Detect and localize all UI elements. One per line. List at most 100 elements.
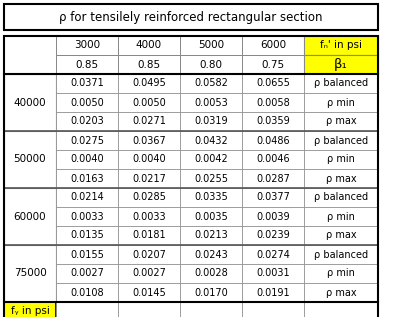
Text: 0.0170: 0.0170 <box>194 288 228 297</box>
Bar <box>180 207 242 226</box>
Text: 0.0027: 0.0027 <box>132 268 166 279</box>
Text: 0.80: 0.80 <box>200 60 222 69</box>
Text: ρ max: ρ max <box>326 173 356 184</box>
Text: ρ min: ρ min <box>327 268 355 279</box>
Text: 0.0040: 0.0040 <box>70 154 104 165</box>
Bar <box>242 150 304 169</box>
Bar <box>118 93 180 112</box>
Bar <box>118 264 180 283</box>
Bar <box>118 74 180 93</box>
Bar <box>242 36 304 55</box>
Bar <box>242 131 304 150</box>
Bar <box>180 131 242 150</box>
Text: 3000: 3000 <box>74 41 100 50</box>
Text: fₙ' in psi: fₙ' in psi <box>320 41 362 50</box>
Bar <box>4 4 378 30</box>
Bar <box>56 302 118 317</box>
Text: 0.0239: 0.0239 <box>256 230 290 241</box>
Text: 0.0035: 0.0035 <box>194 211 228 222</box>
Text: 0.0181: 0.0181 <box>132 230 166 241</box>
Text: 0.0053: 0.0053 <box>194 98 228 107</box>
Bar <box>118 302 180 317</box>
Bar <box>242 264 304 283</box>
Text: 40000: 40000 <box>14 98 46 107</box>
Bar <box>56 93 118 112</box>
Text: 0.0271: 0.0271 <box>132 117 166 126</box>
Text: 0.0275: 0.0275 <box>70 135 104 146</box>
Bar <box>56 131 118 150</box>
Bar <box>56 55 118 74</box>
Bar <box>304 188 378 207</box>
Text: 0.0040: 0.0040 <box>132 154 166 165</box>
Bar <box>56 226 118 245</box>
Bar <box>304 36 378 55</box>
Bar <box>118 207 180 226</box>
Bar <box>180 36 242 55</box>
Bar <box>56 188 118 207</box>
Bar <box>304 74 378 93</box>
Text: 5000: 5000 <box>198 41 224 50</box>
Bar <box>56 112 118 131</box>
Text: 0.0203: 0.0203 <box>70 117 104 126</box>
Bar <box>118 283 180 302</box>
Bar <box>118 36 180 55</box>
Text: 0.0050: 0.0050 <box>70 98 104 107</box>
Text: ρ balanced: ρ balanced <box>314 135 368 146</box>
Text: 4000: 4000 <box>136 41 162 50</box>
Bar <box>242 55 304 74</box>
Text: ρ for tensilely reinforced rectangular section: ρ for tensilely reinforced rectangular s… <box>59 10 323 23</box>
Text: 6000: 6000 <box>260 41 286 50</box>
Text: 0.0359: 0.0359 <box>256 117 290 126</box>
Bar <box>118 226 180 245</box>
Bar <box>118 131 180 150</box>
Bar <box>4 188 56 245</box>
Bar <box>180 245 242 264</box>
Text: β₁: β₁ <box>334 58 348 71</box>
Text: ρ balanced: ρ balanced <box>314 192 368 203</box>
Text: 0.0655: 0.0655 <box>256 79 290 88</box>
Bar <box>4 302 56 317</box>
Bar <box>56 207 118 226</box>
Text: 0.0042: 0.0042 <box>194 154 228 165</box>
Bar <box>180 112 242 131</box>
Bar <box>180 226 242 245</box>
Text: 0.0371: 0.0371 <box>70 79 104 88</box>
Bar <box>242 188 304 207</box>
Bar <box>4 36 378 317</box>
Text: 0.0214: 0.0214 <box>70 192 104 203</box>
Text: 0.0285: 0.0285 <box>132 192 166 203</box>
Text: 0.0319: 0.0319 <box>194 117 228 126</box>
Bar <box>118 245 180 264</box>
Text: 0.0191: 0.0191 <box>256 288 290 297</box>
Bar <box>118 150 180 169</box>
Bar <box>118 169 180 188</box>
Bar <box>180 264 242 283</box>
Bar <box>56 74 118 93</box>
Bar <box>304 283 378 302</box>
Bar <box>304 226 378 245</box>
Text: 0.0033: 0.0033 <box>132 211 166 222</box>
Bar <box>4 36 56 74</box>
Bar <box>180 169 242 188</box>
Bar <box>4 131 56 188</box>
Bar <box>242 283 304 302</box>
Text: 0.0163: 0.0163 <box>70 173 104 184</box>
Text: 0.0135: 0.0135 <box>70 230 104 241</box>
Text: ρ balanced: ρ balanced <box>314 79 368 88</box>
Text: 0.0367: 0.0367 <box>132 135 166 146</box>
Text: 0.75: 0.75 <box>262 60 284 69</box>
Bar <box>56 169 118 188</box>
Bar <box>242 93 304 112</box>
Bar <box>118 55 180 74</box>
Bar <box>304 245 378 264</box>
Bar <box>242 207 304 226</box>
Bar <box>180 302 242 317</box>
Text: 0.0033: 0.0033 <box>70 211 104 222</box>
Bar <box>56 264 118 283</box>
Text: 0.0027: 0.0027 <box>70 268 104 279</box>
Bar <box>180 188 242 207</box>
Text: 0.0028: 0.0028 <box>194 268 228 279</box>
Bar <box>180 150 242 169</box>
Text: ρ min: ρ min <box>327 154 355 165</box>
Text: 0.0207: 0.0207 <box>132 249 166 260</box>
